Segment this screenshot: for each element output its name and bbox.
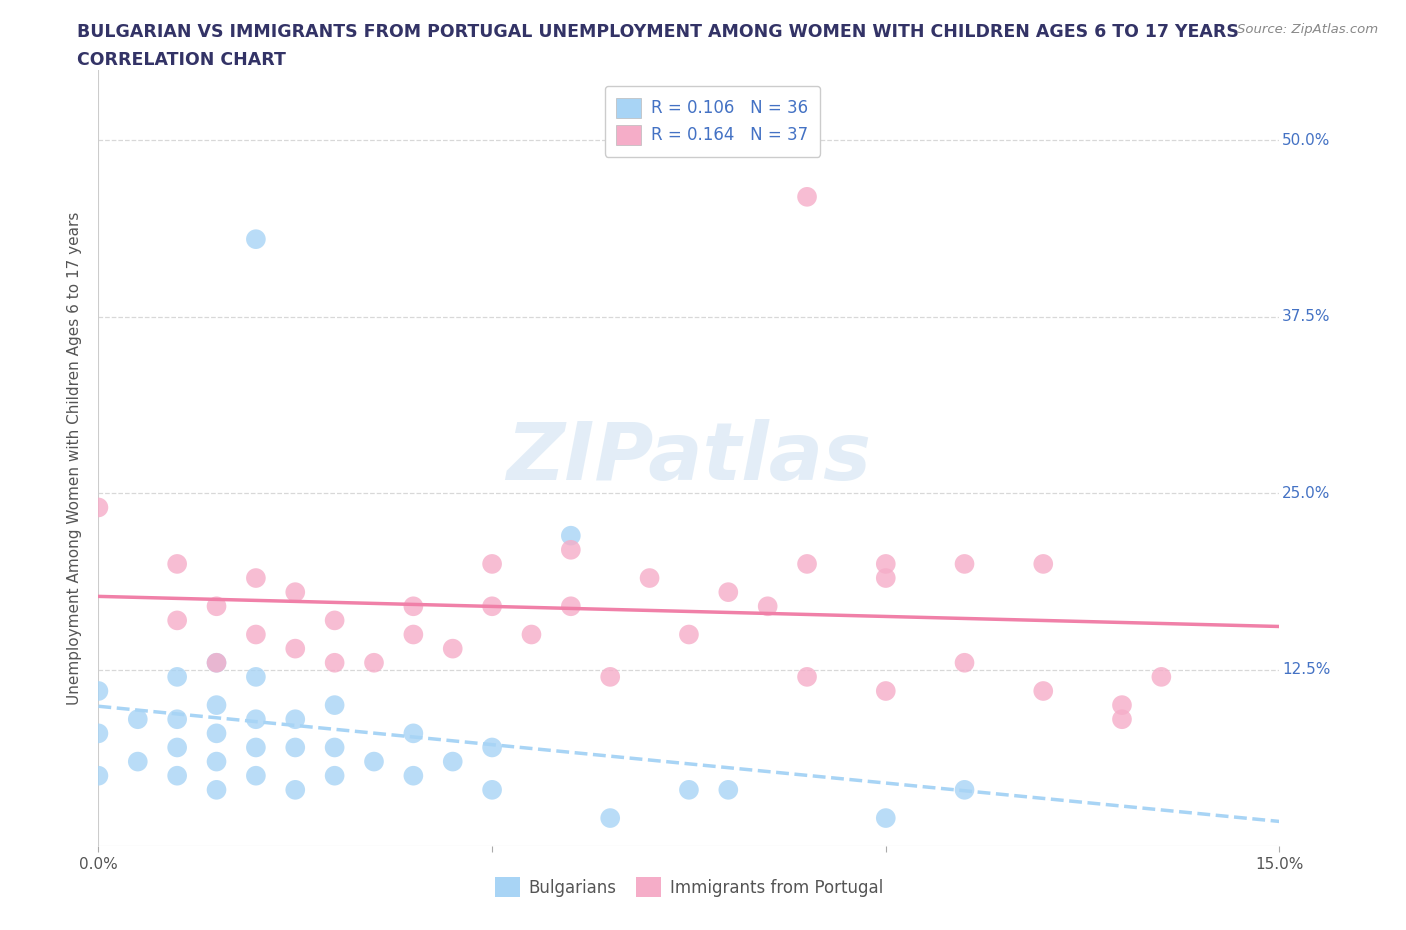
Point <box>284 740 307 755</box>
Point <box>441 641 464 656</box>
Text: 12.5%: 12.5% <box>1282 662 1330 677</box>
Point <box>560 542 582 557</box>
Point <box>245 232 267 246</box>
Point <box>166 556 188 571</box>
Point <box>1032 684 1054 698</box>
Point <box>205 726 228 741</box>
Text: 25.0%: 25.0% <box>1282 485 1330 501</box>
Point <box>756 599 779 614</box>
Point <box>205 782 228 797</box>
Point <box>284 585 307 600</box>
Point <box>166 740 188 755</box>
Point <box>323 656 346 671</box>
Text: ZIPatlas: ZIPatlas <box>506 419 872 497</box>
Point <box>796 556 818 571</box>
Point <box>323 698 346 712</box>
Point <box>205 698 228 712</box>
Point <box>402 726 425 741</box>
Text: CORRELATION CHART: CORRELATION CHART <box>77 51 287 69</box>
Point <box>205 656 228 671</box>
Point <box>953 656 976 671</box>
Y-axis label: Unemployment Among Women with Children Ages 6 to 17 years: Unemployment Among Women with Children A… <box>67 211 83 705</box>
Point <box>560 528 582 543</box>
Text: 50.0%: 50.0% <box>1282 133 1330 148</box>
Point <box>481 782 503 797</box>
Point <box>717 585 740 600</box>
Point <box>875 571 897 586</box>
Point <box>481 556 503 571</box>
Point <box>875 684 897 698</box>
Point <box>87 726 110 741</box>
Point <box>127 711 149 726</box>
Point <box>245 670 267 684</box>
Point <box>717 782 740 797</box>
Point <box>245 711 267 726</box>
Point <box>166 613 188 628</box>
Point <box>796 670 818 684</box>
Point <box>166 670 188 684</box>
Point <box>481 740 503 755</box>
Text: BULGARIAN VS IMMIGRANTS FROM PORTUGAL UNEMPLOYMENT AMONG WOMEN WITH CHILDREN AGE: BULGARIAN VS IMMIGRANTS FROM PORTUGAL UN… <box>77 23 1239 41</box>
Point <box>953 556 976 571</box>
Point <box>1111 711 1133 726</box>
Point <box>127 754 149 769</box>
Point <box>205 656 228 671</box>
Point <box>678 627 700 642</box>
Point <box>638 571 661 586</box>
Point <box>245 740 267 755</box>
Point <box>363 656 385 671</box>
Point <box>87 684 110 698</box>
Point <box>402 599 425 614</box>
Point <box>245 627 267 642</box>
Point <box>1150 670 1173 684</box>
Text: 37.5%: 37.5% <box>1282 310 1330 325</box>
Point <box>599 811 621 826</box>
Point <box>284 641 307 656</box>
Point <box>205 599 228 614</box>
Point <box>166 768 188 783</box>
Point <box>678 782 700 797</box>
Point <box>166 711 188 726</box>
Point <box>402 768 425 783</box>
Point <box>481 599 503 614</box>
Point <box>284 782 307 797</box>
Text: Source: ZipAtlas.com: Source: ZipAtlas.com <box>1237 23 1378 36</box>
Point <box>875 811 897 826</box>
Point <box>1111 698 1133 712</box>
Point <box>441 754 464 769</box>
Point <box>323 768 346 783</box>
Point <box>1032 556 1054 571</box>
Point <box>599 670 621 684</box>
Point <box>245 768 267 783</box>
Point <box>323 740 346 755</box>
Point <box>796 190 818 205</box>
Point <box>284 711 307 726</box>
Point <box>245 571 267 586</box>
Point <box>520 627 543 642</box>
Point <box>953 782 976 797</box>
Point <box>87 768 110 783</box>
Point <box>402 627 425 642</box>
Point <box>323 613 346 628</box>
Point <box>363 754 385 769</box>
Point <box>875 556 897 571</box>
Point <box>560 599 582 614</box>
Point <box>87 500 110 515</box>
Point <box>205 754 228 769</box>
Legend: Bulgarians, Immigrants from Portugal: Bulgarians, Immigrants from Portugal <box>488 870 890 904</box>
